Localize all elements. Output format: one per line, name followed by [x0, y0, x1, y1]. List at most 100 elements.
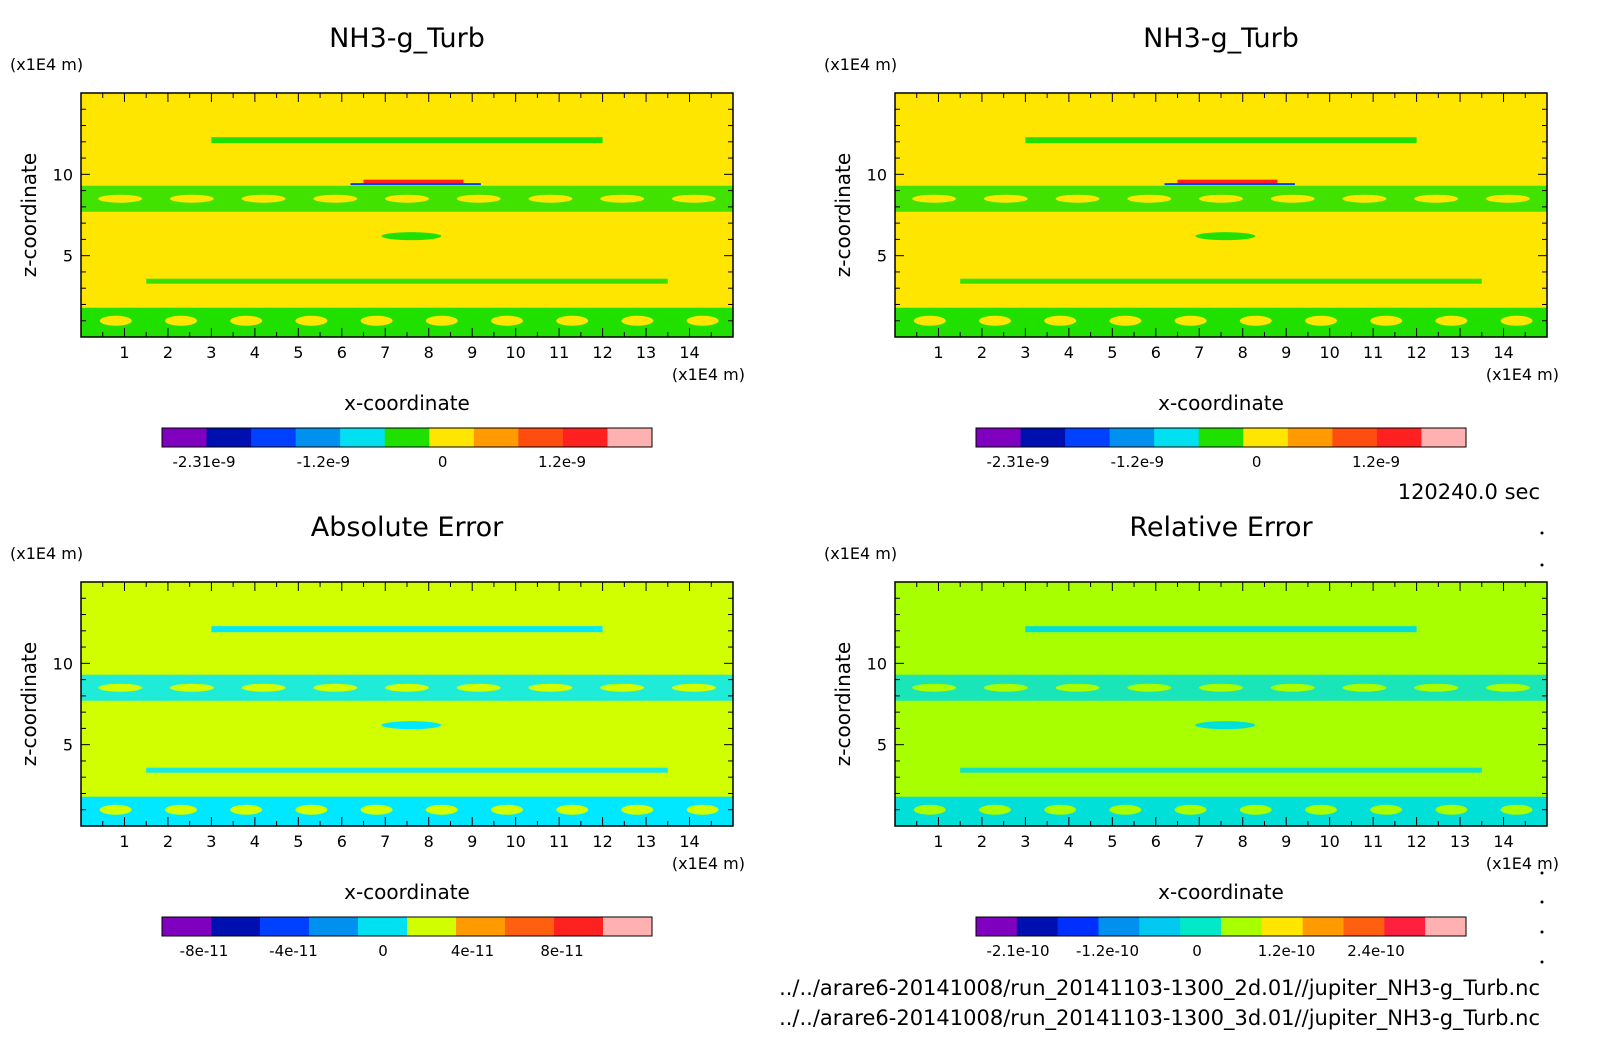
x-tick-label: 4	[1064, 343, 1074, 362]
colorbar-tick-label: -2.31e-9	[173, 453, 236, 471]
x-tick-label: 4	[250, 343, 260, 362]
colorbar-tick-label: 1.2e-10	[1258, 942, 1316, 960]
colorbar-swatch	[1343, 917, 1385, 936]
stray-marks	[1540, 531, 1544, 964]
colorbar-swatch	[1057, 917, 1099, 936]
band-upper-gap	[313, 194, 358, 203]
streak-z3	[146, 278, 668, 284]
band-upper-gap	[600, 683, 645, 692]
band-upper-gap	[671, 683, 716, 692]
colorbar-swatch	[340, 428, 386, 447]
colorbar-tick-label: 0	[1252, 453, 1262, 471]
band-upper-gap	[912, 194, 957, 203]
colorbar-swatch	[384, 428, 430, 447]
band-bottom-gap	[1044, 315, 1077, 326]
x-tick-label: 14	[679, 343, 699, 362]
band-bottom-gap	[1174, 315, 1207, 326]
x-tick-label: 4	[250, 832, 260, 851]
colorbar-tick-label: 4e-11	[451, 942, 494, 960]
colorbar-tick-label: 0	[1192, 942, 1202, 960]
x-unit-label: (x1E4 m)	[1486, 365, 1559, 384]
y-tick-label: 5	[63, 247, 73, 266]
band-upper-gap	[1199, 194, 1243, 203]
x-tick-label: 8	[1238, 832, 1248, 851]
time-label: 120240.0 sec	[1398, 480, 1540, 504]
colorbar-swatch	[1332, 428, 1378, 447]
colorbar-swatch	[1180, 917, 1222, 936]
band-upper-gap	[98, 194, 143, 203]
band-bottom-gap	[99, 804, 132, 815]
band-upper-gap	[385, 194, 429, 203]
x-tick-label: 3	[1020, 343, 1030, 362]
y-unit-label: (x1E4 m)	[10, 544, 83, 563]
x-tick-label: 11	[1363, 832, 1383, 851]
band-bottom-gap	[978, 804, 1011, 815]
colorbar-tick-label: -1.2e-9	[297, 453, 350, 471]
colorbar-swatch	[1425, 917, 1467, 936]
band-upper-gap	[1414, 683, 1459, 692]
colorbar-tick-label: -1.2e-10	[1076, 942, 1139, 960]
band-upper-gap	[1127, 194, 1172, 203]
colorbar-swatch	[607, 428, 653, 447]
y-tick-label: 5	[877, 247, 887, 266]
band-upper-gap	[1127, 683, 1172, 692]
x-axis-label: x-coordinate	[344, 880, 470, 904]
y-tick-label: 5	[63, 736, 73, 755]
y-axis-label: z-coordinate	[831, 153, 855, 277]
colorbar-tick-label: -4e-11	[269, 942, 318, 960]
colorbar-tick-label: 1.2e-9	[538, 453, 586, 471]
colorbar-swatch	[309, 917, 359, 936]
band-bottom-gap	[1109, 804, 1142, 815]
x-tick-label: 5	[1107, 832, 1117, 851]
band-bottom-gap	[621, 804, 654, 815]
y-tick-label: 5	[877, 736, 887, 755]
streak-z3	[960, 767, 1482, 773]
band-bottom-gap	[1304, 315, 1337, 326]
plot-area	[895, 93, 1547, 337]
x-tick-label: 10	[1319, 343, 1339, 362]
colorbar-swatch	[1302, 917, 1344, 936]
x-tick-label: 7	[380, 343, 390, 362]
chart-panel-1: NH3-g_Turb(x1E4 m)1 2 3 4 5 6 7 8 9 10 11 12 13 14510…	[10, 23, 745, 471]
band-upper-gap	[313, 683, 358, 692]
x-tick-label: 2	[977, 832, 987, 851]
x-tick-label: 12	[1406, 832, 1426, 851]
colorbar-tick-label: 0	[378, 942, 388, 960]
x-tick-label: 1	[933, 343, 943, 362]
colorbar-frame	[161, 427, 653, 448]
colorbar-swatch	[260, 917, 310, 936]
band-upper-gap	[983, 194, 1028, 203]
x-tick-label: 6	[1151, 832, 1161, 851]
y-tick-label: 10	[53, 654, 73, 673]
band-bottom-gap	[686, 315, 719, 326]
x-tick-label: 12	[592, 343, 612, 362]
colorbar-swatch	[211, 917, 261, 936]
band-upper-gap	[1485, 683, 1530, 692]
band-upper-gap	[1414, 194, 1459, 203]
colorbar-tick-label: 2.4e-10	[1347, 942, 1405, 960]
colorbar-swatch	[1421, 428, 1467, 447]
colorbar-swatch	[251, 428, 297, 447]
band-bottom-gap	[556, 315, 589, 326]
band-upper-gap	[98, 683, 143, 692]
y-unit-label: (x1E4 m)	[10, 55, 83, 74]
colorbar-swatch	[1154, 428, 1200, 447]
x-unit-label: (x1E4 m)	[1486, 854, 1559, 873]
y-tick-label: 10	[867, 165, 887, 184]
x-tick-label: 3	[1020, 832, 1030, 851]
band-upper-gap	[1342, 683, 1387, 692]
band-bottom-gap	[490, 804, 523, 815]
x-tick-label: 11	[1363, 343, 1383, 362]
blob-z6	[1195, 232, 1256, 241]
colorbar-swatch	[1020, 428, 1066, 447]
streak-z3	[146, 767, 668, 773]
band-upper-gap	[385, 683, 429, 692]
file-path-2: ../../arare6-20141008/run_20141103-1300_…	[779, 1006, 1540, 1031]
colorbar-tick-label: -1.2e-9	[1111, 453, 1164, 471]
x-tick-label: 12	[1406, 343, 1426, 362]
streak-z12	[1025, 137, 1417, 144]
band-upper-gap	[671, 194, 716, 203]
colorbar-swatch	[603, 917, 653, 936]
band-upper-gap	[528, 194, 573, 203]
colorbar-swatch	[456, 917, 506, 936]
